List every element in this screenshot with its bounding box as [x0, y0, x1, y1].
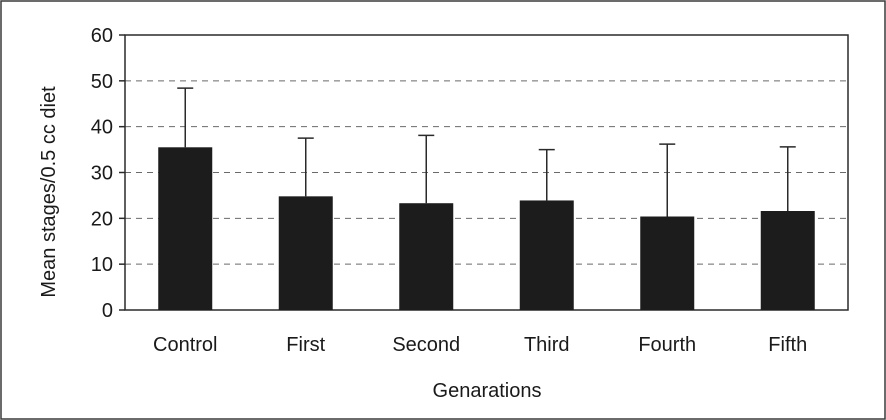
bar-third	[519, 200, 574, 310]
bar-first	[278, 196, 333, 310]
y-tick-label: 30	[91, 163, 113, 185]
y-tick-label: 40	[91, 117, 113, 139]
x-tick-label: Third	[524, 334, 570, 356]
x-tick-label: Fifth	[768, 334, 807, 356]
x-tick-label: Fourth	[638, 334, 696, 356]
x-tick-label: First	[286, 334, 325, 356]
y-tick-label: 10	[91, 254, 113, 276]
y-tick-label: 0	[102, 300, 113, 322]
y-tick-label: 20	[91, 208, 113, 230]
x-tick-label: Control	[153, 334, 217, 356]
x-axis-title: Genarations	[433, 380, 542, 402]
x-axis-labels: Control First Second Third Fourth Fifth	[153, 334, 807, 356]
bars	[158, 147, 815, 310]
bar-fifth	[760, 211, 815, 310]
y-tick-label: 50	[91, 71, 113, 93]
bar-fourth	[640, 216, 695, 310]
y-axis-title: Mean stages/0.5 cc diet	[38, 86, 60, 298]
x-tick-label: Second	[392, 334, 460, 356]
y-axis-ticks: 0 10 20 30 40 50 60	[91, 25, 125, 322]
y-tick-label: 60	[91, 25, 113, 47]
error-bars	[177, 87, 796, 217]
bar-second	[399, 203, 454, 310]
bar-control	[158, 147, 213, 310]
